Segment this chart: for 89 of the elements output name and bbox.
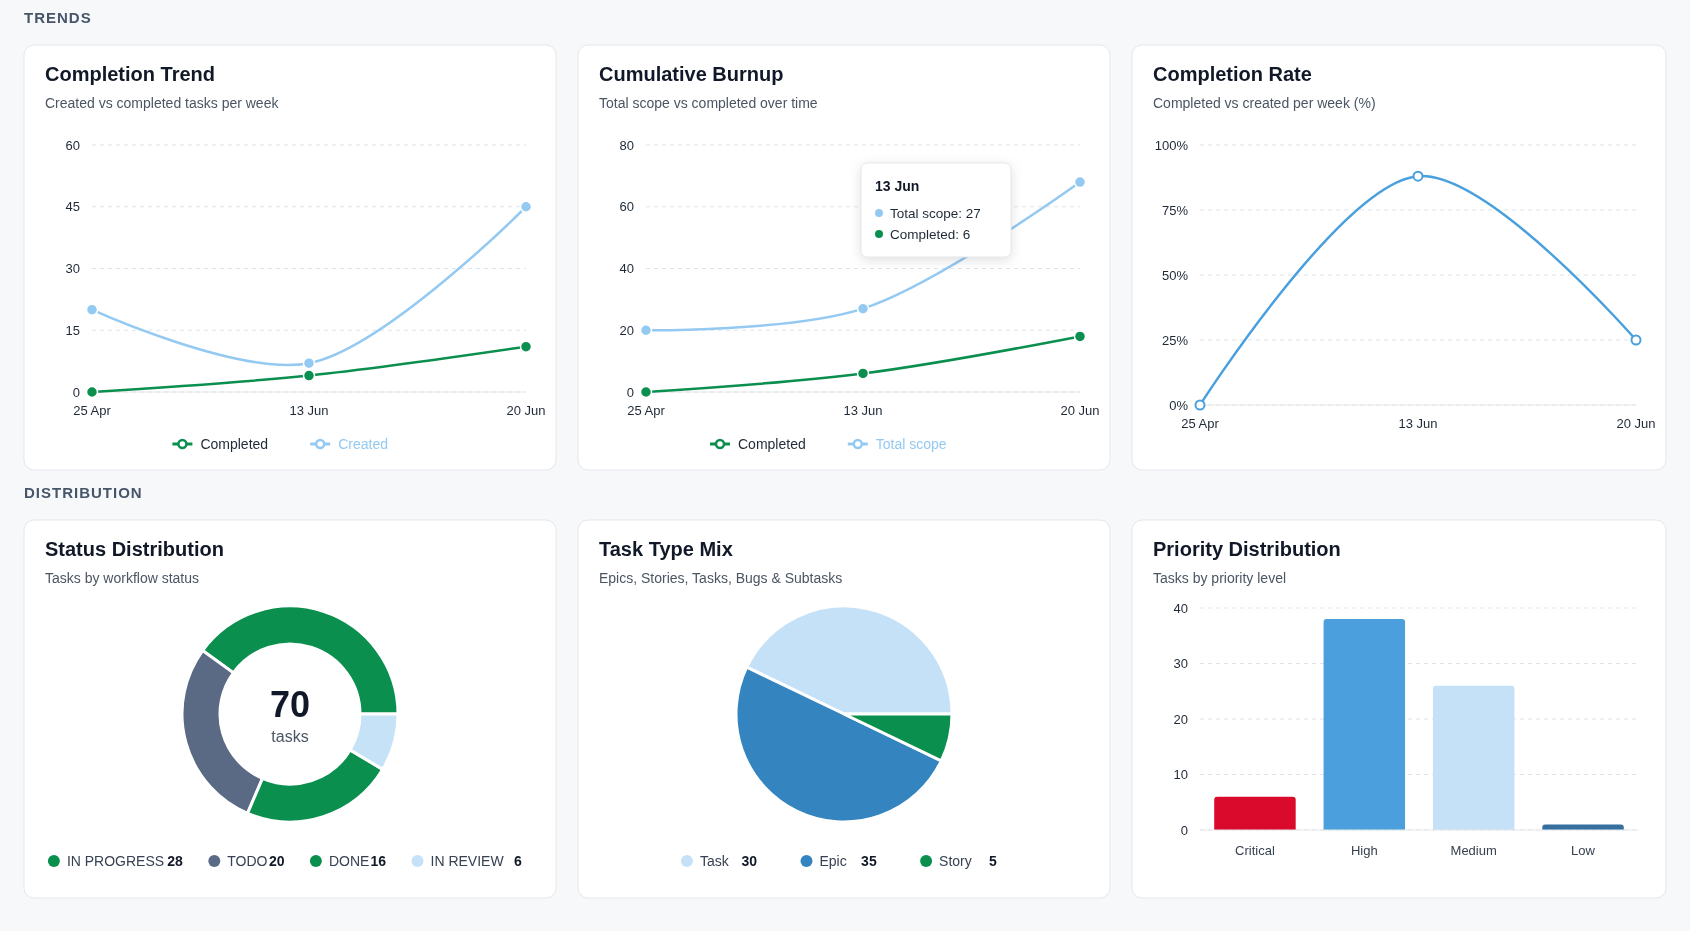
bar xyxy=(1323,619,1406,830)
annotation: Total scope: 27 xyxy=(890,205,981,221)
y-tick-label: 40 xyxy=(1173,600,1188,616)
y-tick-label: 60 xyxy=(65,137,80,153)
x-tick-label: 20 Jun xyxy=(1616,416,1656,431)
data-label: 30 xyxy=(741,852,758,869)
chart-title: Priority Distribution xyxy=(1153,538,1341,560)
legend-label: IN PROGRESS xyxy=(66,852,165,869)
text: 70 xyxy=(269,683,311,725)
x-tick-label: Low xyxy=(1571,842,1596,858)
point xyxy=(639,324,653,337)
chart-title: Task Type Mix xyxy=(599,538,733,560)
y-tick-label: 0% xyxy=(1169,397,1189,413)
y-tick-label: 75% xyxy=(1161,202,1189,218)
bar xyxy=(1214,796,1296,830)
legend-label: Completed xyxy=(200,435,269,452)
y-tick-label: 45 xyxy=(65,199,80,215)
point xyxy=(1194,399,1206,411)
y-tick-label: 40 xyxy=(619,261,634,277)
chart-title: Completion Trend xyxy=(45,63,215,85)
text: tasks xyxy=(271,727,309,745)
x-tick-label: Critical xyxy=(1235,842,1275,858)
legend-label: Story xyxy=(939,852,972,869)
data-label: 5 xyxy=(989,852,998,869)
y-tick-label: 80 xyxy=(619,137,634,153)
point xyxy=(519,340,533,353)
x-tick-label: 13 Jun xyxy=(1398,416,1438,431)
y-tick-label: 25% xyxy=(1161,332,1189,348)
point xyxy=(85,385,99,399)
x-tick-label: 25 Apr xyxy=(1181,416,1220,431)
chart-subtitle: Completed vs created per week (%) xyxy=(1153,95,1376,111)
chart-subtitle: Tasks by priority level xyxy=(1153,570,1287,586)
point xyxy=(85,303,99,316)
x-tick-label: 25 Apr xyxy=(73,403,112,418)
data-label: 35 xyxy=(861,852,877,869)
point xyxy=(856,302,870,315)
x-tick-label: 20 Jun xyxy=(1060,403,1100,418)
chart-subtitle: Tasks by workflow status xyxy=(45,570,200,586)
y-tick-label: 0 xyxy=(72,384,80,400)
legend-label: Epic xyxy=(819,852,847,869)
x-tick-label: 13 Jun xyxy=(843,403,883,418)
chart-subtitle: Epics, Stories, Tasks, Bugs & Subtasks xyxy=(599,570,843,586)
legend-label: Task xyxy=(699,852,730,869)
data-label: 28 xyxy=(167,852,184,869)
text: TRENDS xyxy=(24,9,92,26)
y-tick-label: 100% xyxy=(1154,137,1189,153)
bar xyxy=(1432,685,1515,830)
y-tick-label: 20 xyxy=(619,322,634,338)
x-tick-label: 25 Apr xyxy=(627,403,666,418)
bar xyxy=(1542,824,1624,830)
point xyxy=(519,200,533,213)
x-tick-label: 13 Jun xyxy=(289,403,329,418)
x-tick-label: High xyxy=(1350,842,1378,858)
y-tick-label: 10 xyxy=(1173,767,1188,783)
text: DISTRIBUTION xyxy=(24,484,143,501)
point xyxy=(1412,170,1424,182)
point xyxy=(1073,330,1087,343)
point xyxy=(1073,175,1087,189)
annotation: Completed: 6 xyxy=(890,226,971,242)
chart-subtitle: Created vs completed tasks per week xyxy=(45,95,280,111)
y-tick-label: 0 xyxy=(1180,822,1188,838)
legend-label: Completed xyxy=(738,435,806,452)
y-tick-label: 30 xyxy=(65,261,80,277)
legend-label: DONE xyxy=(328,852,370,869)
point xyxy=(856,367,870,380)
y-tick-label: 30 xyxy=(1173,656,1188,672)
chart-title: Completion Rate xyxy=(1153,63,1312,85)
annotation: 13 Jun xyxy=(875,177,920,194)
chart-title: Cumulative Burnup xyxy=(599,63,784,85)
chart-subtitle: Total scope vs completed over time xyxy=(599,95,818,111)
y-tick-label: 0 xyxy=(626,384,634,400)
point xyxy=(639,385,653,399)
legend-label: TODO xyxy=(227,852,268,869)
y-tick-label: 20 xyxy=(1173,711,1188,727)
data-label: 6 xyxy=(514,852,523,869)
point xyxy=(302,356,316,370)
y-tick-label: 50% xyxy=(1161,267,1189,283)
y-tick-label: 60 xyxy=(619,199,634,215)
legend-label: Created xyxy=(338,435,389,452)
legend-label: IN REVIEW xyxy=(430,852,505,869)
point xyxy=(1630,334,1642,346)
x-tick-label: Medium xyxy=(1450,842,1497,858)
point xyxy=(302,369,316,382)
chart-title: Status Distribution xyxy=(45,538,224,560)
y-tick-label: 15 xyxy=(65,322,80,338)
legend-label: Total scope xyxy=(875,435,947,452)
data-label: 16 xyxy=(370,852,387,869)
x-tick-label: 20 Jun xyxy=(506,403,546,418)
data-label: 20 xyxy=(268,852,285,869)
